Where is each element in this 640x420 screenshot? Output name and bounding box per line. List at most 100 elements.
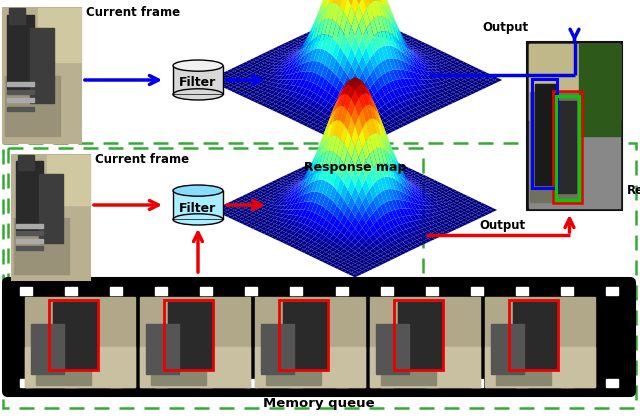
Bar [394, 300, 443, 370]
Polygon shape [453, 194, 461, 198]
Polygon shape [384, 201, 392, 212]
Polygon shape [260, 53, 268, 56]
Polygon shape [355, 111, 362, 125]
Polygon shape [420, 228, 428, 232]
Polygon shape [388, 145, 395, 160]
Polygon shape [366, 260, 373, 263]
Polygon shape [434, 56, 442, 59]
Polygon shape [216, 78, 223, 82]
Polygon shape [272, 66, 280, 69]
Polygon shape [373, 126, 381, 138]
Polygon shape [397, 31, 404, 47]
Polygon shape [399, 165, 406, 168]
Polygon shape [321, 65, 328, 79]
Polygon shape [294, 48, 302, 51]
Polygon shape [268, 68, 276, 71]
Polygon shape [348, 32, 355, 34]
Polygon shape [461, 66, 468, 69]
Polygon shape [289, 231, 297, 236]
Polygon shape [282, 194, 289, 199]
Polygon shape [355, 32, 362, 34]
Polygon shape [325, 24, 332, 32]
Polygon shape [417, 204, 424, 210]
Polygon shape [238, 200, 246, 203]
Polygon shape [276, 49, 284, 52]
Polygon shape [369, 213, 377, 224]
Polygon shape [395, 179, 403, 192]
Polygon shape [330, 168, 337, 169]
Polygon shape [449, 67, 457, 71]
Polygon shape [373, 260, 381, 263]
Polygon shape [439, 232, 446, 236]
Polygon shape [220, 212, 227, 215]
Polygon shape [359, 127, 366, 131]
Polygon shape [268, 223, 275, 226]
Polygon shape [253, 74, 260, 77]
Polygon shape [300, 202, 308, 210]
Polygon shape [333, 151, 340, 155]
Polygon shape [366, 88, 374, 100]
Polygon shape [373, 167, 381, 169]
Polygon shape [404, 100, 412, 106]
Polygon shape [253, 77, 260, 81]
Polygon shape [388, 158, 395, 167]
Polygon shape [280, 84, 287, 89]
Polygon shape [282, 214, 289, 219]
Polygon shape [325, 81, 332, 93]
Polygon shape [298, 43, 306, 56]
Polygon shape [287, 106, 294, 111]
Polygon shape [410, 173, 417, 176]
Polygon shape [333, 157, 340, 163]
Polygon shape [293, 181, 300, 184]
Polygon shape [333, 265, 340, 269]
Polygon shape [385, 30, 393, 33]
Polygon shape [377, 205, 384, 217]
Polygon shape [369, 95, 377, 111]
Polygon shape [461, 76, 468, 80]
Polygon shape [264, 184, 271, 187]
Polygon shape [351, 143, 358, 146]
Polygon shape [330, 247, 337, 252]
Bar [561, 379, 573, 387]
Polygon shape [435, 189, 442, 192]
Polygon shape [404, 46, 412, 49]
Polygon shape [278, 202, 286, 206]
Polygon shape [377, 163, 384, 178]
Polygon shape [404, 93, 412, 100]
Polygon shape [431, 186, 439, 190]
Polygon shape [314, 22, 321, 39]
Polygon shape [351, 0, 359, 11]
Polygon shape [311, 172, 319, 176]
Polygon shape [264, 51, 272, 55]
Polygon shape [322, 163, 330, 166]
Polygon shape [294, 100, 302, 105]
Polygon shape [359, 135, 366, 139]
Polygon shape [340, 34, 348, 36]
Polygon shape [278, 183, 286, 186]
Polygon shape [369, 105, 377, 121]
Polygon shape [472, 210, 479, 213]
Polygon shape [340, 235, 348, 243]
Polygon shape [413, 175, 420, 178]
Polygon shape [271, 193, 278, 196]
Polygon shape [348, 47, 355, 65]
Polygon shape [280, 103, 287, 108]
Polygon shape [314, 115, 321, 120]
Polygon shape [264, 61, 272, 64]
Polygon shape [355, 79, 362, 86]
Polygon shape [330, 152, 337, 169]
Polygon shape [373, 149, 381, 165]
Polygon shape [384, 231, 392, 238]
Polygon shape [381, 29, 389, 36]
Polygon shape [370, 0, 378, 4]
Polygon shape [465, 213, 472, 217]
Polygon shape [291, 79, 298, 86]
Polygon shape [404, 120, 412, 124]
Polygon shape [306, 35, 314, 38]
Polygon shape [246, 217, 253, 220]
Polygon shape [415, 96, 423, 101]
Polygon shape [326, 156, 333, 163]
Polygon shape [344, 153, 351, 156]
Polygon shape [400, 33, 408, 37]
Polygon shape [348, 19, 355, 23]
